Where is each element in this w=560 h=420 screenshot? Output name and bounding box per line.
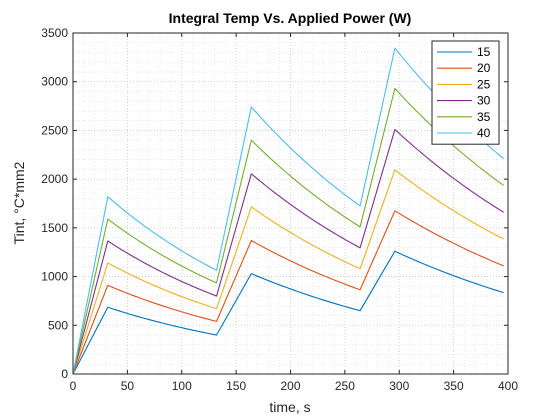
y-axis-label: Tint, °C*mm2 [11, 161, 27, 244]
axis-ticks: 0 50 100 150 200 250 300 350 400 0 500 1000 1500 2000… [41, 26, 518, 393]
x-tick-label: 0 [70, 379, 77, 393]
legend-label-40: 40 [477, 126, 491, 140]
x-tick-label: 300 [389, 379, 409, 393]
x-tick-label: 400 [498, 379, 518, 393]
series-line-20 [72, 210, 504, 375]
y-tick-label: 0 [61, 367, 68, 381]
y-tick-label: 1000 [41, 270, 68, 284]
x-tick-label: 200 [280, 379, 300, 393]
y-tick-label: 2000 [41, 172, 68, 186]
minor-grid [73, 33, 508, 374]
series-line-30 [72, 128, 504, 375]
x-tick-label: 50 [121, 379, 135, 393]
y-tick-label: 1500 [41, 221, 68, 235]
y-tick-label: 3000 [41, 75, 68, 89]
legend: 15 20 25 30 35 40 [431, 40, 500, 145]
legend-label-25: 25 [477, 77, 491, 91]
x-tick-label: 100 [172, 379, 192, 393]
x-axis-label: time, s [269, 399, 310, 415]
legend-label-30: 30 [477, 94, 491, 108]
x-tick-label: 250 [335, 379, 355, 393]
series-line-15 [72, 250, 504, 375]
x-tick-label: 350 [444, 379, 464, 393]
legend-box [431, 40, 500, 145]
y-tick-label: 3500 [41, 26, 68, 40]
chart-title: Integral Temp Vs. Applied Power (W) [169, 10, 412, 26]
legend-label-20: 20 [477, 61, 491, 75]
x-tick-label: 150 [226, 379, 246, 393]
y-tick-label: 2500 [41, 123, 68, 137]
legend-label-15: 15 [477, 45, 491, 59]
y-tick-label: 500 [48, 318, 68, 332]
plot-area: 0 50 100 150 200 250 300 350 400 0 500 1000 1500 2000… [41, 26, 518, 393]
series-line-25 [72, 169, 504, 375]
legend-label-35: 35 [477, 110, 491, 124]
